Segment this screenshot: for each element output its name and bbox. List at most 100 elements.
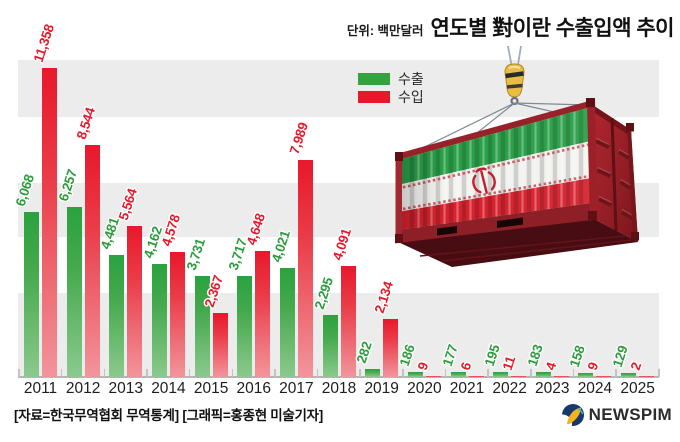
legend-item-import: 수입 [358, 88, 424, 106]
axis-tick [274, 369, 276, 377]
header: 단위: 백만달러 연도별 對이란 수출입액 추이 [347, 12, 675, 42]
bar-import-2021 [468, 376, 484, 377]
value-text-export-2011: 6,068 [12, 172, 37, 208]
bar-export-2012 [66, 207, 82, 377]
container-icon [395, 98, 639, 267]
year-label-2019: 2019 [364, 380, 399, 397]
import-color-swatch [358, 91, 390, 103]
year-label-2011: 2011 [23, 380, 58, 397]
bar-export-2011 [24, 212, 39, 377]
value-text-export-2012: 6,257 [55, 167, 80, 203]
crane-hook-icon [504, 63, 525, 106]
value-text-import-2016: 4,648 [243, 211, 269, 247]
value-text-export-2020: 186 [396, 342, 418, 368]
bar-import-2017 [297, 160, 313, 377]
value-text-export-2018: 2,295 [311, 275, 336, 311]
value-text-import-2025: 2 [627, 360, 645, 372]
axis-tick [188, 369, 191, 377]
year-label-2022: 2022 [492, 380, 527, 397]
axis-tick [18, 369, 20, 377]
bar-export-2016 [237, 276, 253, 377]
value-text-import-2013: 5,564 [116, 186, 141, 222]
year-label-2017: 2017 [279, 380, 314, 397]
background-stripe [18, 293, 659, 377]
bar-import-2018 [340, 266, 356, 377]
year-label-2023: 2023 [535, 380, 570, 397]
bar-export-2022 [493, 372, 509, 377]
value-text-import-2021: 6 [457, 360, 474, 372]
bar-export-2023 [535, 372, 551, 377]
bar-export-2018 [322, 315, 338, 377]
newspim-logo-icon [560, 404, 584, 427]
value-text-export-2021: 177 [439, 342, 461, 368]
year-label-2021: 2021 [449, 380, 485, 397]
axis-tick [146, 369, 148, 377]
axis-tick [402, 369, 404, 377]
legend-item-export: 수출 [358, 70, 424, 88]
value-text-export-2013: 4,481 [98, 215, 123, 251]
bar-import-2019 [383, 319, 399, 377]
axis-tick [60, 369, 63, 377]
x-axis-line [18, 376, 659, 378]
bar-import-2015 [212, 313, 228, 377]
bar-import-2011 [42, 68, 57, 377]
axis-tick [316, 369, 319, 377]
axis-tick [572, 369, 575, 377]
legend-export-label: 수출 [398, 71, 424, 87]
legend: 수출 수입 [358, 70, 424, 106]
bar-import-2022 [511, 376, 527, 377]
bar-export-2020 [407, 372, 423, 377]
bar-export-2021 [450, 372, 466, 377]
value-text-import-2014: 4,578 [158, 212, 183, 248]
newspim-logo: NEWSPIM [560, 403, 672, 427]
bar-export-2025 [621, 373, 637, 377]
value-text-import-2012: 8,544 [73, 105, 98, 141]
value-text-import-2017: 7,989 [286, 120, 311, 156]
value-text-import-2023: 4 [542, 360, 560, 372]
bar-import-2014 [169, 252, 185, 377]
axis-tick [359, 369, 361, 377]
bar-import-2013 [127, 226, 143, 377]
axis-tick [658, 369, 660, 377]
year-label-2016: 2016 [236, 380, 271, 397]
axis-tick [615, 369, 617, 377]
iran-flag-container-illustration [395, 46, 639, 267]
value-text-export-2023: 183 [524, 342, 546, 368]
bar-export-2019 [365, 369, 381, 377]
value-text-import-2011: 11,358 [30, 22, 57, 64]
value-text-import-2018: 4,091 [329, 226, 354, 262]
bar-import-2020 [425, 376, 441, 377]
value-text-import-2024: 9 [585, 360, 602, 372]
year-label-2020: 2020 [407, 380, 442, 397]
bar-export-2014 [151, 264, 167, 377]
source-credit: [자료=한국무역협회 무역통계] [그래픽=홍종현 미술기자] [14, 408, 323, 423]
year-label-2025: 2025 [620, 380, 655, 397]
year-label-2012: 2012 [65, 380, 101, 397]
year-label-2013: 2013 [108, 380, 144, 397]
year-label-2014: 2014 [151, 380, 186, 397]
bar-import-2025 [639, 376, 655, 377]
value-text-export-2015: 3,731 [183, 236, 208, 272]
bar-export-2017 [279, 268, 295, 377]
value-text-import-2022: 11 [499, 354, 519, 372]
axis-tick [103, 369, 106, 377]
axis-tick [231, 369, 233, 377]
bar-import-2023 [553, 376, 569, 377]
bar-import-2024 [596, 376, 612, 377]
bar-import-2012 [84, 145, 100, 377]
bar-import-2016 [255, 251, 271, 377]
axis-tick [487, 369, 489, 377]
value-text-export-2019: 282 [353, 339, 375, 365]
page-title: 연도별 對이란 수출입액 추이 [430, 17, 674, 40]
bar-export-2013 [109, 255, 125, 377]
value-text-export-2017: 4,021 [268, 228, 293, 264]
axis-tick [530, 369, 532, 377]
bar-export-2024 [578, 373, 594, 377]
legend-import-label: 수입 [398, 89, 424, 105]
export-color-swatch [358, 73, 390, 85]
bar-export-2015 [194, 276, 210, 377]
axis-tick [444, 369, 447, 377]
value-text-import-2020: 9 [414, 360, 432, 372]
